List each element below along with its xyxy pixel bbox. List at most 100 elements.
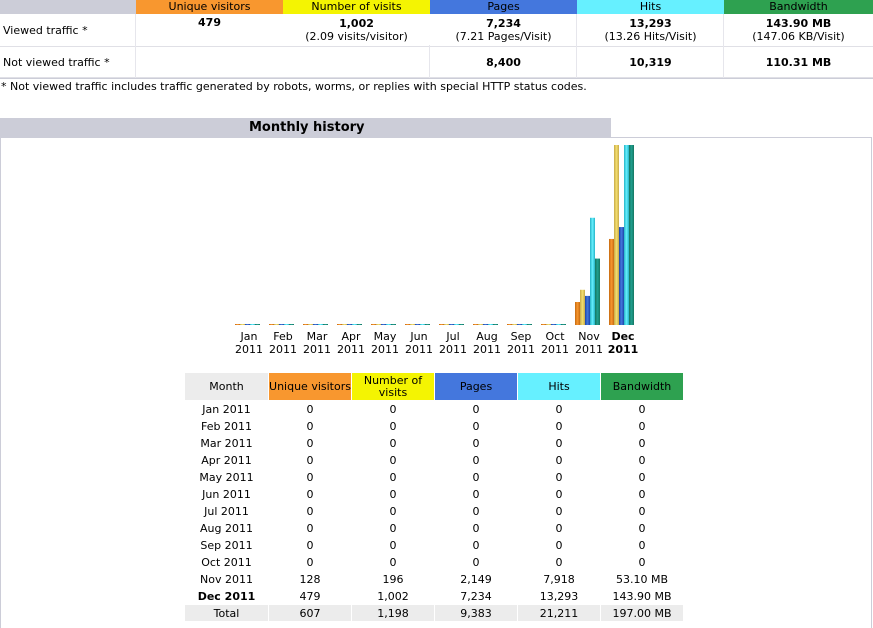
- col-header-bandwidth: Bandwidth: [601, 373, 683, 400]
- viewed-bandwidth-cell: 143.90 MB (147.06 KB/Visit): [724, 14, 873, 47]
- x-tick-month: Jun: [409, 330, 427, 343]
- month-row: Oct 2011 0 0 0 0 0: [185, 554, 683, 570]
- month-row-month: Jun 2011: [202, 487, 251, 501]
- x-tick-year: 2011: [439, 343, 467, 356]
- not-viewed-footnote: * Not viewed traffic includes traffic ge…: [1, 80, 587, 93]
- viewed-pages-ratio: (7.21 Pages/Visit): [455, 30, 552, 43]
- bar-unique-visitors-apr: [337, 324, 342, 325]
- bar-pages-sep: [517, 324, 522, 325]
- month-row-unique-visitors: 128: [299, 572, 321, 586]
- month-row-bandwidth: 0: [638, 436, 646, 450]
- bar-number-of-visits-mar: [308, 324, 313, 325]
- month-row-visits: 1,002: [377, 589, 409, 603]
- not-viewed-pages: 8,400: [430, 46, 577, 78]
- viewed-visits-ratio: (2.09 visits/visitor): [305, 30, 408, 43]
- month-row-month: Mar 2011: [200, 436, 253, 450]
- month-row-visits: 0: [389, 470, 397, 484]
- x-tick-month: Feb: [273, 330, 292, 343]
- month-row-pages: 0: [472, 470, 480, 484]
- x-tick-year: 2011: [575, 343, 603, 356]
- summary-header-blank: [0, 0, 136, 14]
- summary-header-bandwidth: Bandwidth: [724, 0, 873, 14]
- summary-row-viewed: Viewed traffic * 479 1,002 (2.09 visits/…: [0, 14, 873, 47]
- x-tick-year: 2011: [405, 343, 433, 356]
- bar-number-of-visits-oct: [546, 324, 551, 325]
- bar-unique-visitors-jun: [405, 324, 410, 325]
- bar-pages-may: [381, 324, 386, 325]
- summary-header-pages: Pages: [430, 0, 577, 14]
- month-row-pages: 7,234: [460, 589, 492, 603]
- bar-pages-feb: [279, 324, 284, 325]
- not-viewed-bandwidth: 110.31 MB: [724, 46, 873, 78]
- month-row-unique-visitors: 0: [306, 504, 314, 518]
- x-tick-month: Dec: [611, 330, 634, 343]
- bar-hits-mar: [318, 324, 323, 325]
- viewed-traffic-label: Viewed traffic *: [0, 14, 136, 47]
- month-row-visits: 0: [389, 538, 397, 552]
- bar-number-of-visits-jul: [444, 324, 449, 325]
- month-row-pages: 0: [472, 555, 480, 569]
- month-row-hits: 7,918: [543, 572, 575, 586]
- summary-header-hits: Hits: [577, 0, 724, 14]
- bar-unique-visitors-mar: [303, 324, 308, 325]
- bar-unique-visitors-jan: [235, 324, 240, 325]
- month-row: Feb 2011 0 0 0 0 0: [185, 418, 683, 434]
- x-tick-year: 2011: [608, 343, 639, 356]
- month-row-unique-visitors: 0: [306, 470, 314, 484]
- total-label: Total: [185, 605, 268, 621]
- bar-number-of-visits-jan: [240, 324, 245, 325]
- bar-hits-jan: [250, 324, 255, 325]
- month-row-bandwidth: 0: [638, 521, 646, 535]
- month-row-pages: 0: [472, 538, 480, 552]
- bar-pages-nov: [585, 295, 590, 325]
- summary-divider: [723, 14, 724, 78]
- bar-bandwidth-feb: [289, 324, 294, 325]
- not-viewed-blank: [136, 46, 430, 78]
- summary-divider: [135, 14, 136, 78]
- monthly-history-chart: Jan2011Feb2011Mar2011Apr2011May2011Jun20…: [235, 145, 639, 356]
- month-row-month: Aug 2011: [200, 521, 253, 535]
- month-row-visits: 0: [389, 402, 397, 416]
- month-row-hits: 0: [555, 402, 563, 416]
- bar-pages-jan: [245, 324, 250, 325]
- month-row-bandwidth: 0: [638, 470, 646, 484]
- viewed-unique-visitors: 479: [136, 14, 283, 47]
- summary-header-row: Unique visitors Number of visits Pages H…: [0, 0, 873, 14]
- month-row: Aug 2011 0 0 0 0 0: [185, 520, 683, 536]
- bar-number-of-visits-aug: [478, 324, 483, 325]
- viewed-visits-cell: 1,002 (2.09 visits/visitor): [283, 14, 430, 47]
- bar-hits-aug: [488, 324, 493, 325]
- x-tick-month: Jan: [240, 330, 258, 343]
- total-hits: 21,211: [518, 605, 600, 621]
- monthly-history-title: Monthly history: [0, 118, 611, 137]
- month-row-month: Oct 2011: [201, 555, 252, 569]
- month-row-month: Apr 2011: [201, 453, 252, 467]
- month-row-unique-visitors: 0: [306, 555, 314, 569]
- month-row-month: Jul 2011: [204, 504, 249, 518]
- x-tick-month: Nov: [578, 330, 600, 343]
- col-header-pages: Pages: [435, 373, 517, 400]
- month-row: Mar 2011 0 0 0 0 0: [185, 435, 683, 451]
- bar-pages-jun: [415, 324, 420, 325]
- month-row: Sep 2011 0 0 0 0 0: [185, 537, 683, 553]
- month-row-pages: 0: [472, 402, 480, 416]
- bar-bandwidth-aug: [493, 324, 498, 325]
- summary-divider: [429, 45, 430, 78]
- month-row-unique-visitors: 0: [306, 521, 314, 535]
- month-row-pages: 0: [472, 487, 480, 501]
- bar-hits-dec: [624, 145, 629, 325]
- month-row-bandwidth: 0: [638, 402, 646, 416]
- month-row: May 2011 0 0 0 0 0: [185, 469, 683, 485]
- month-row-bandwidth: 0: [638, 453, 646, 467]
- x-tick-month: Aug: [476, 330, 497, 343]
- month-row-unique-visitors: 0: [306, 419, 314, 433]
- total-visits: 1,198: [352, 605, 434, 621]
- bar-bandwidth-dec: [629, 145, 634, 325]
- month-row: Dec 2011 479 1,002 7,234 13,293 143.90 MB: [185, 588, 683, 604]
- month-row-unique-visitors: 0: [306, 402, 314, 416]
- month-row-visits: 196: [382, 572, 404, 586]
- col-header-month: Month: [185, 373, 268, 400]
- x-tick-year: 2011: [269, 343, 297, 356]
- bar-bandwidth-jun: [425, 324, 430, 325]
- month-row-visits: 0: [389, 436, 397, 450]
